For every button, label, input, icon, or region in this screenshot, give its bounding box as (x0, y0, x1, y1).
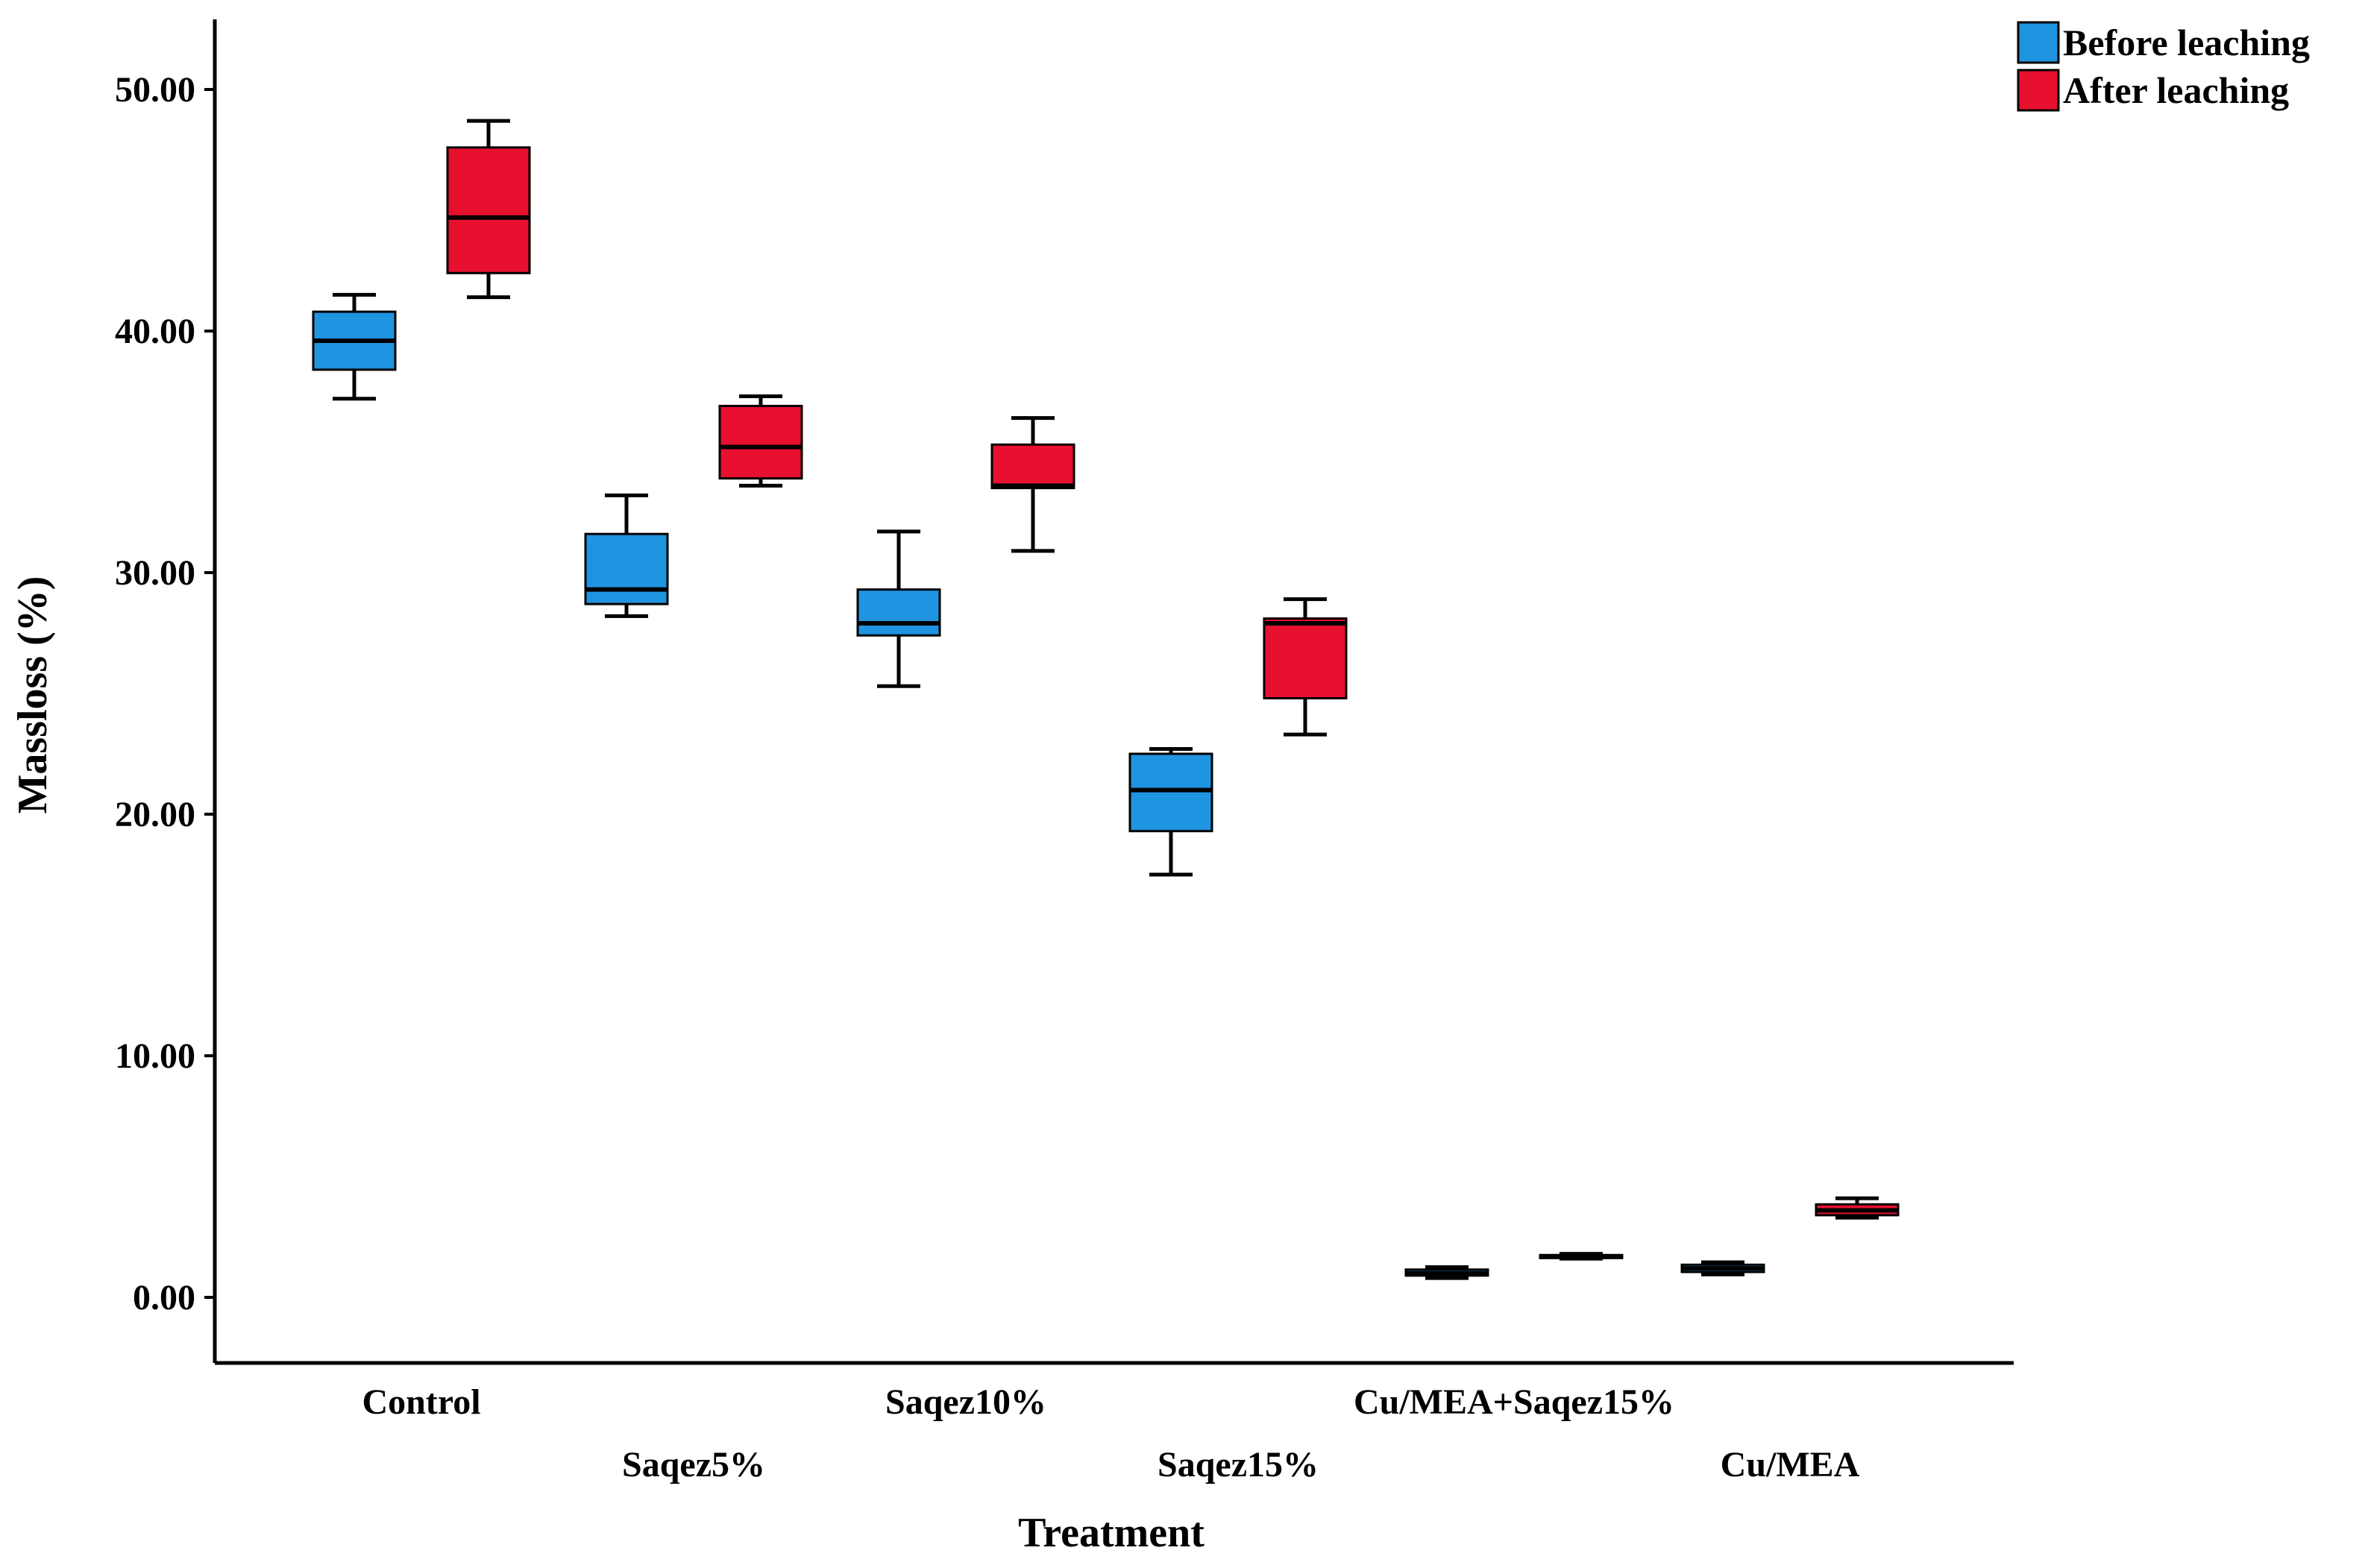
y-axis: 0.00 10.00 20.00 30.00 40.00 50.00 (115, 19, 217, 1363)
box-after-3 (1263, 597, 1348, 737)
box-plot-area (312, 119, 1900, 1280)
box-before-4 (1404, 1265, 1489, 1280)
box-after-1 (718, 394, 803, 488)
box-before-0 (312, 292, 397, 401)
box-before-1 (584, 493, 669, 618)
x-tick-label: Cu/MEA (1721, 1445, 1860, 1484)
x-axis: Control Saqez5% Saqez10% Saqez15% Cu/MEA+Saq… (215, 1361, 2014, 1484)
box-iqr (584, 532, 669, 605)
y-tick-label: 40.00 (115, 312, 195, 351)
legend-swatch (2017, 69, 2060, 112)
y-tick-label: 10.00 (115, 1036, 195, 1076)
box-iqr (1128, 752, 1213, 833)
y-tick-label: 20.00 (115, 795, 195, 834)
legend-swatch (2017, 21, 2060, 64)
y-axis-title: Massloss (%) (10, 576, 56, 814)
x-tick-label: Saqez5% (622, 1445, 765, 1484)
box-before-5 (1680, 1260, 1765, 1276)
y-tick-label: 0.00 (133, 1278, 195, 1317)
legend: Before leaching After leaching (2017, 21, 2310, 112)
x-tick-label: Saqez15% (1158, 1445, 1319, 1484)
box-after-5 (1815, 1196, 1900, 1220)
box-iqr (856, 588, 941, 637)
box-before-2 (856, 529, 941, 688)
x-tick-label: Saqez10% (885, 1382, 1046, 1422)
box-after-2 (990, 416, 1075, 553)
x-axis-title: Treatment (1018, 1510, 1204, 1556)
box-after-0 (446, 119, 531, 300)
box-iqr (990, 443, 1075, 490)
y-tick-label: 30.00 (115, 553, 195, 593)
box-iqr (1263, 617, 1348, 699)
box-after-4 (1539, 1252, 1624, 1261)
legend-label: Before leaching (2063, 22, 2310, 63)
x-tick-label: Cu/MEA+Saqez15% (1354, 1382, 1674, 1422)
box-before-3 (1128, 747, 1213, 877)
box-iqr (446, 146, 531, 274)
x-tick-label: Control (362, 1382, 480, 1422)
legend-label: After leaching (2063, 69, 2289, 111)
box-iqr (718, 404, 803, 480)
y-tick-label: 50.00 (115, 70, 195, 110)
